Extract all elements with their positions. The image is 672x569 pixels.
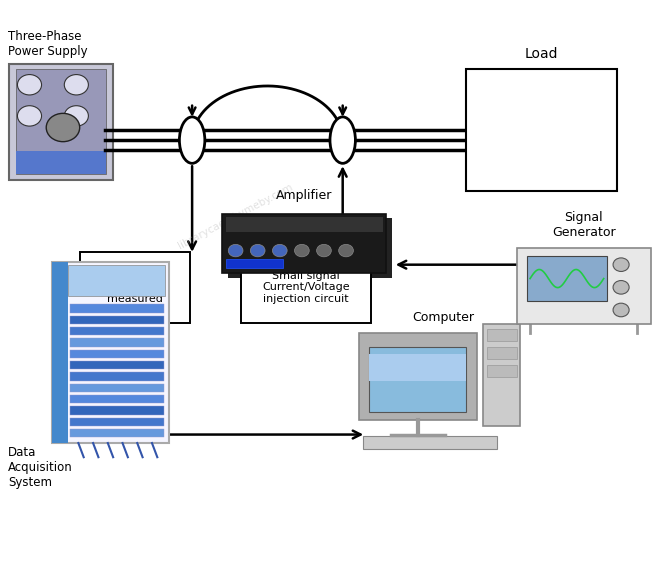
FancyBboxPatch shape xyxy=(517,248,650,324)
Circle shape xyxy=(251,244,265,257)
FancyBboxPatch shape xyxy=(9,64,113,180)
Circle shape xyxy=(294,244,309,257)
Text: Signal
Generator: Signal Generator xyxy=(552,211,616,239)
FancyBboxPatch shape xyxy=(71,384,164,392)
FancyBboxPatch shape xyxy=(80,252,190,323)
FancyBboxPatch shape xyxy=(527,255,607,302)
FancyBboxPatch shape xyxy=(71,361,164,369)
FancyBboxPatch shape xyxy=(71,349,164,358)
FancyBboxPatch shape xyxy=(241,252,371,323)
Circle shape xyxy=(17,106,42,126)
Text: librarycaed.bymeby.com: librarycaed.bymeby.com xyxy=(177,182,295,251)
FancyBboxPatch shape xyxy=(222,214,386,273)
Circle shape xyxy=(228,244,243,257)
Circle shape xyxy=(613,281,629,294)
Text: Three-Phase
Power Supply: Three-Phase Power Supply xyxy=(8,30,88,58)
FancyBboxPatch shape xyxy=(71,406,164,415)
FancyBboxPatch shape xyxy=(487,329,517,341)
Text: Data
Acquisition
System: Data Acquisition System xyxy=(8,446,73,489)
Circle shape xyxy=(613,258,629,271)
FancyBboxPatch shape xyxy=(52,262,169,443)
FancyBboxPatch shape xyxy=(226,217,383,232)
Text: Computer: Computer xyxy=(412,311,474,324)
Ellipse shape xyxy=(330,117,355,163)
Circle shape xyxy=(317,244,331,257)
Circle shape xyxy=(65,75,89,95)
Text: Small signal
Current/Voltage
injection circuit: Small signal Current/Voltage injection c… xyxy=(262,271,349,304)
FancyBboxPatch shape xyxy=(52,262,69,443)
Circle shape xyxy=(339,244,353,257)
FancyBboxPatch shape xyxy=(483,324,520,426)
Text: Load: Load xyxy=(525,47,558,61)
Text: Current /
Voltage
measured: Current / Voltage measured xyxy=(108,271,163,304)
FancyBboxPatch shape xyxy=(71,418,164,426)
Circle shape xyxy=(17,75,42,95)
FancyBboxPatch shape xyxy=(16,69,106,174)
FancyBboxPatch shape xyxy=(71,304,164,313)
Ellipse shape xyxy=(179,117,205,163)
Text: Amplifier: Amplifier xyxy=(276,189,333,203)
FancyBboxPatch shape xyxy=(360,333,476,420)
FancyBboxPatch shape xyxy=(466,69,617,191)
FancyBboxPatch shape xyxy=(226,259,283,267)
FancyBboxPatch shape xyxy=(71,316,164,324)
Circle shape xyxy=(613,303,629,317)
Circle shape xyxy=(46,113,80,142)
FancyBboxPatch shape xyxy=(71,372,164,381)
FancyBboxPatch shape xyxy=(69,265,165,296)
FancyBboxPatch shape xyxy=(71,327,164,336)
FancyBboxPatch shape xyxy=(370,354,466,381)
FancyBboxPatch shape xyxy=(16,151,106,174)
Circle shape xyxy=(65,106,89,126)
FancyBboxPatch shape xyxy=(71,339,164,347)
FancyBboxPatch shape xyxy=(363,436,497,449)
Circle shape xyxy=(272,244,287,257)
FancyBboxPatch shape xyxy=(71,395,164,403)
FancyBboxPatch shape xyxy=(228,218,392,278)
FancyBboxPatch shape xyxy=(71,429,164,438)
FancyBboxPatch shape xyxy=(370,347,466,412)
Text: bymeby.com: bymeby.com xyxy=(405,366,468,406)
FancyBboxPatch shape xyxy=(487,365,517,377)
FancyBboxPatch shape xyxy=(487,347,517,359)
